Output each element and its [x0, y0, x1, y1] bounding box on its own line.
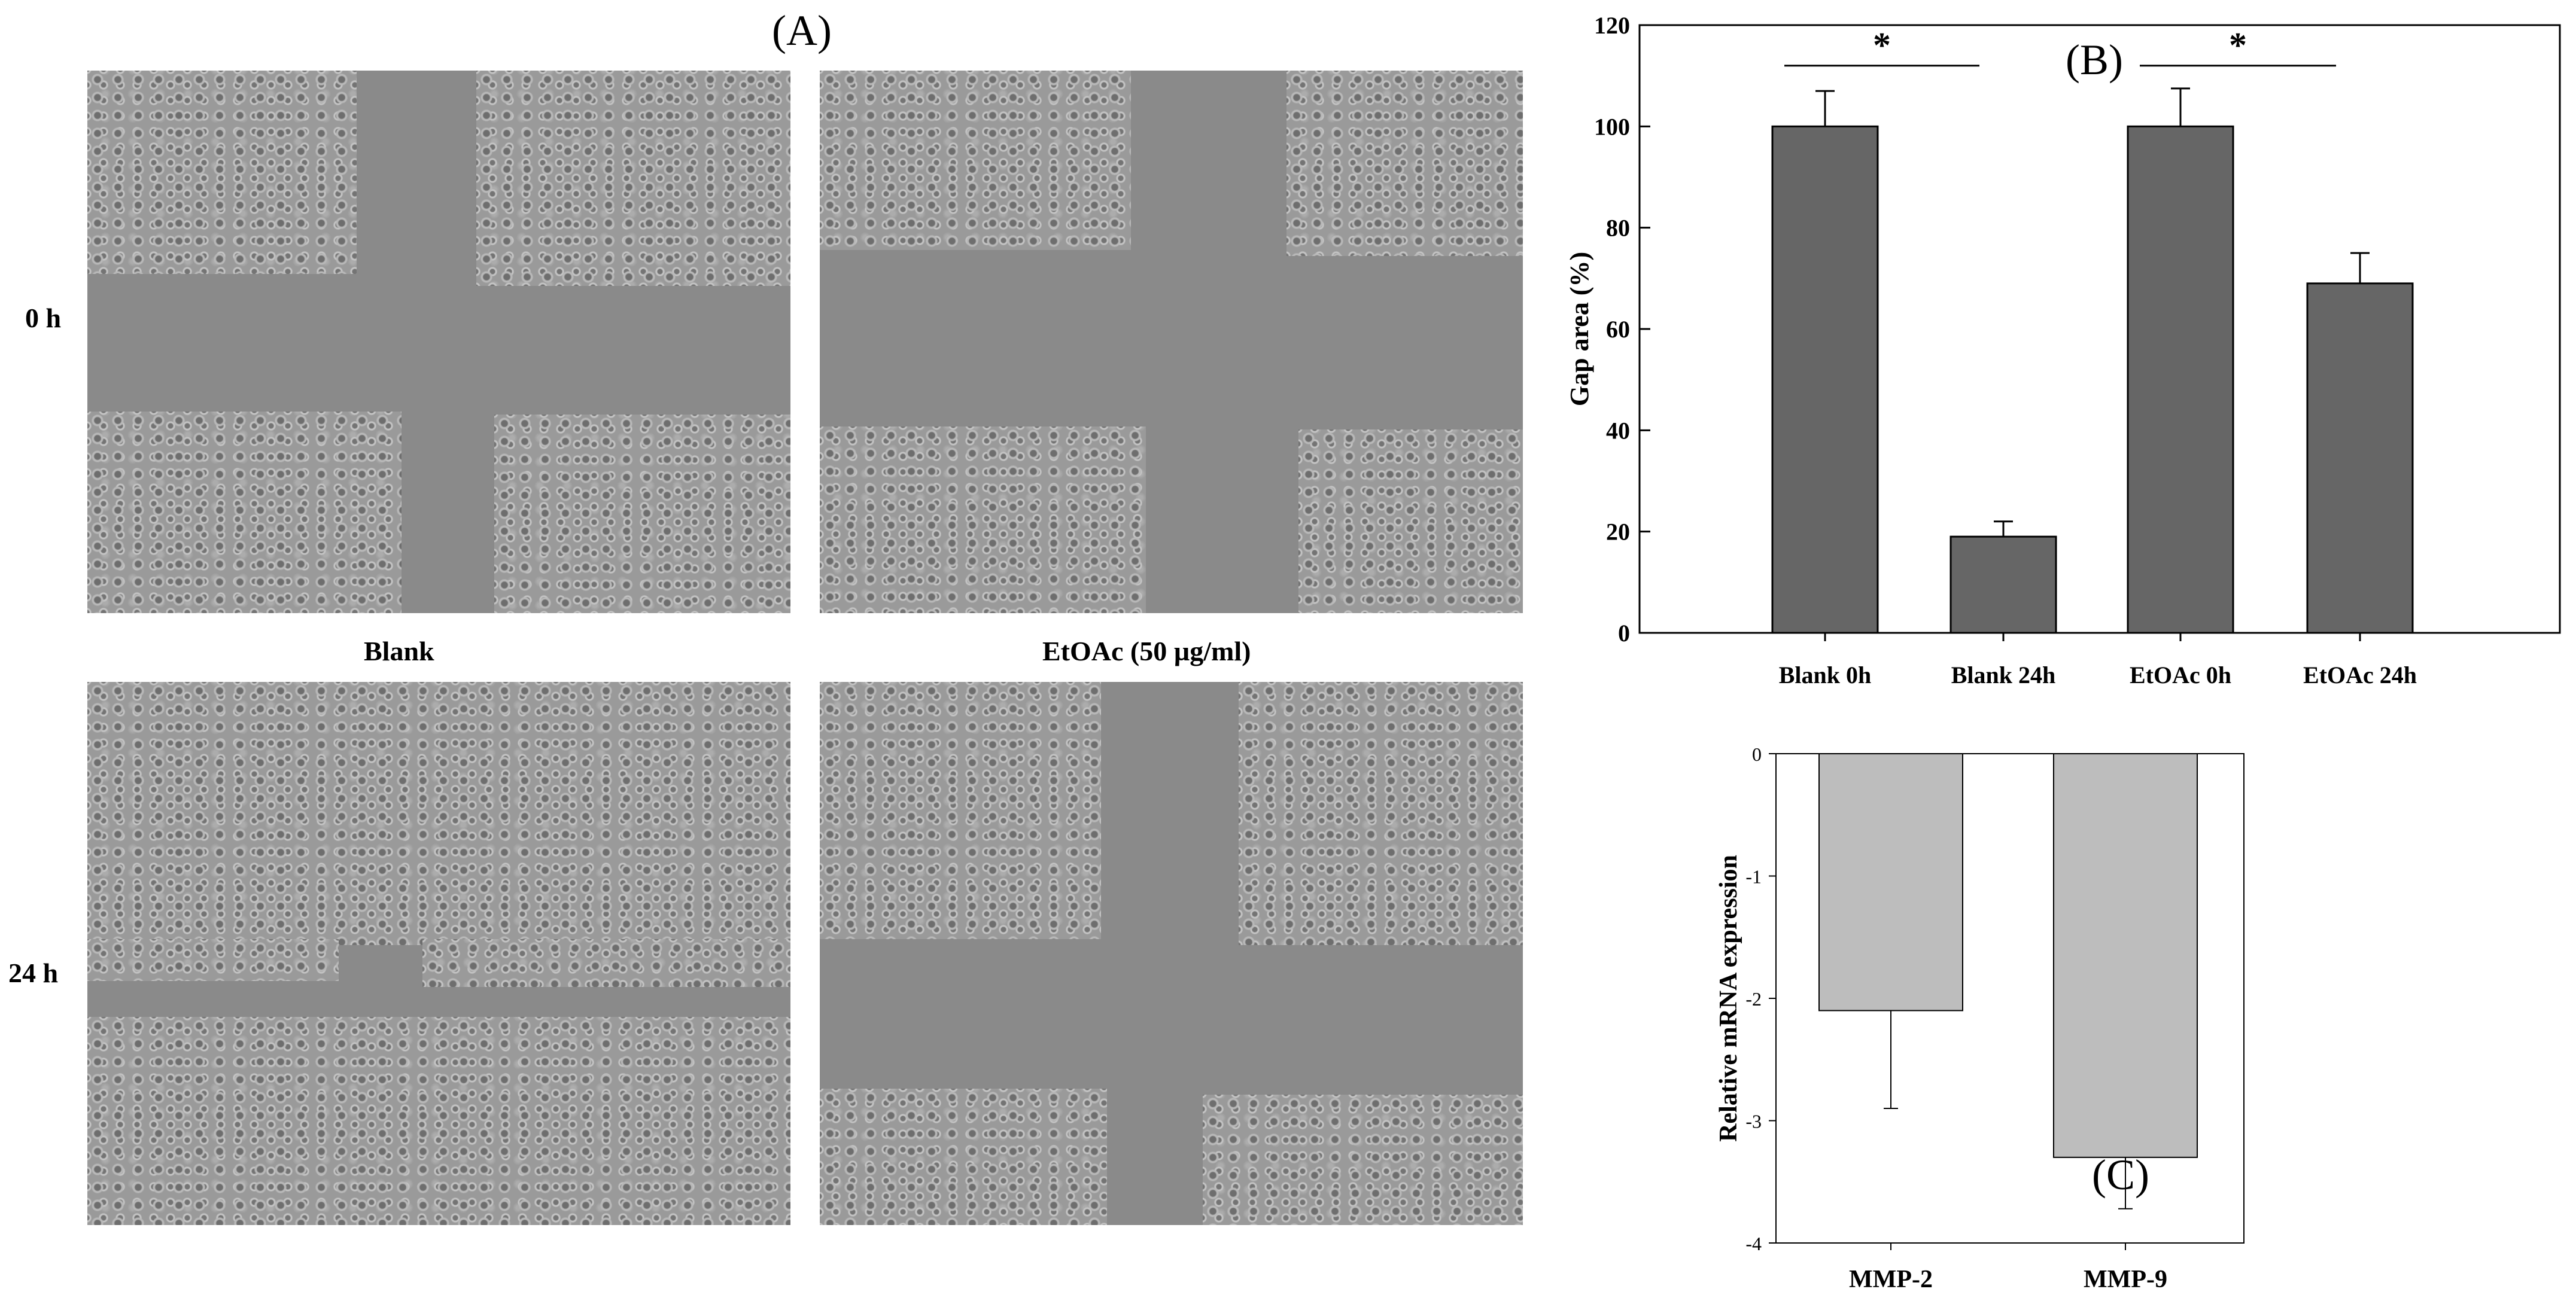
- panel-c-label: (C): [2092, 1151, 2149, 1199]
- y-tick-label: 20: [1606, 519, 1630, 546]
- x-tick-label: EtOAc 0h: [2130, 662, 2231, 688]
- y-axis-title: Relative mRNA expression: [1715, 855, 1742, 1142]
- y-tick-label: 100: [1594, 113, 1630, 140]
- y-axis-title: Gap area (%): [1565, 252, 1594, 406]
- bar: [2053, 753, 2198, 1158]
- y-tick-label: 120: [1594, 12, 1630, 39]
- micrograph-blank-0h: [87, 71, 790, 613]
- column-label-etoac: EtOAc (50 µg/ml): [1042, 636, 1251, 666]
- micrograph-blank-24h: [87, 682, 790, 1225]
- y-tick-label: -3: [1745, 1111, 1762, 1132]
- bar: [1818, 753, 1963, 1011]
- panel-b-label: (B): [2066, 36, 2123, 84]
- y-tick-label: -4: [1745, 1233, 1762, 1254]
- significance-star: *: [2229, 26, 2247, 65]
- x-tick-label: Blank 0h: [1779, 662, 1872, 688]
- bar: [2306, 282, 2414, 634]
- significance-star: *: [1873, 26, 1891, 65]
- y-tick-label: 80: [1606, 215, 1630, 242]
- x-tick-label: MMP-9: [2084, 1266, 2167, 1293]
- column-label-blank: Blank: [364, 636, 434, 666]
- gap-area-bar-chart: 0 20 40 60 80 100 120 Gap area (%) Blank 0h Blank…: [1565, 12, 2561, 688]
- y-tick-label: 60: [1606, 316, 1630, 343]
- micrograph-etoac-0h: [820, 71, 1523, 613]
- panel-a-label: (A): [772, 7, 832, 54]
- x-tick-label: MMP-2: [1849, 1266, 1933, 1293]
- row-label-0h: 0 h: [25, 303, 62, 333]
- y-tick-label: 0: [1618, 620, 1630, 647]
- x-tick-label: Blank 24h: [1951, 662, 2056, 688]
- bar: [2127, 125, 2234, 634]
- bar: [1950, 535, 2057, 634]
- y-tick-label: -1: [1745, 866, 1762, 888]
- y-tick-label: 0: [1752, 744, 1762, 765]
- y-tick-label: 40: [1606, 417, 1630, 444]
- bar: [1771, 125, 1879, 634]
- row-label-24h: 24 h: [8, 958, 59, 988]
- mrna-expression-bar-chart: -4 -3 -2 -1 0 Relative mRNA expression MMP-2 MM…: [1715, 744, 2245, 1293]
- micrograph-etoac-24h: [820, 682, 1523, 1225]
- y-tick-label: -2: [1745, 988, 1762, 1010]
- x-tick-label: EtOAc 24h: [2303, 662, 2417, 688]
